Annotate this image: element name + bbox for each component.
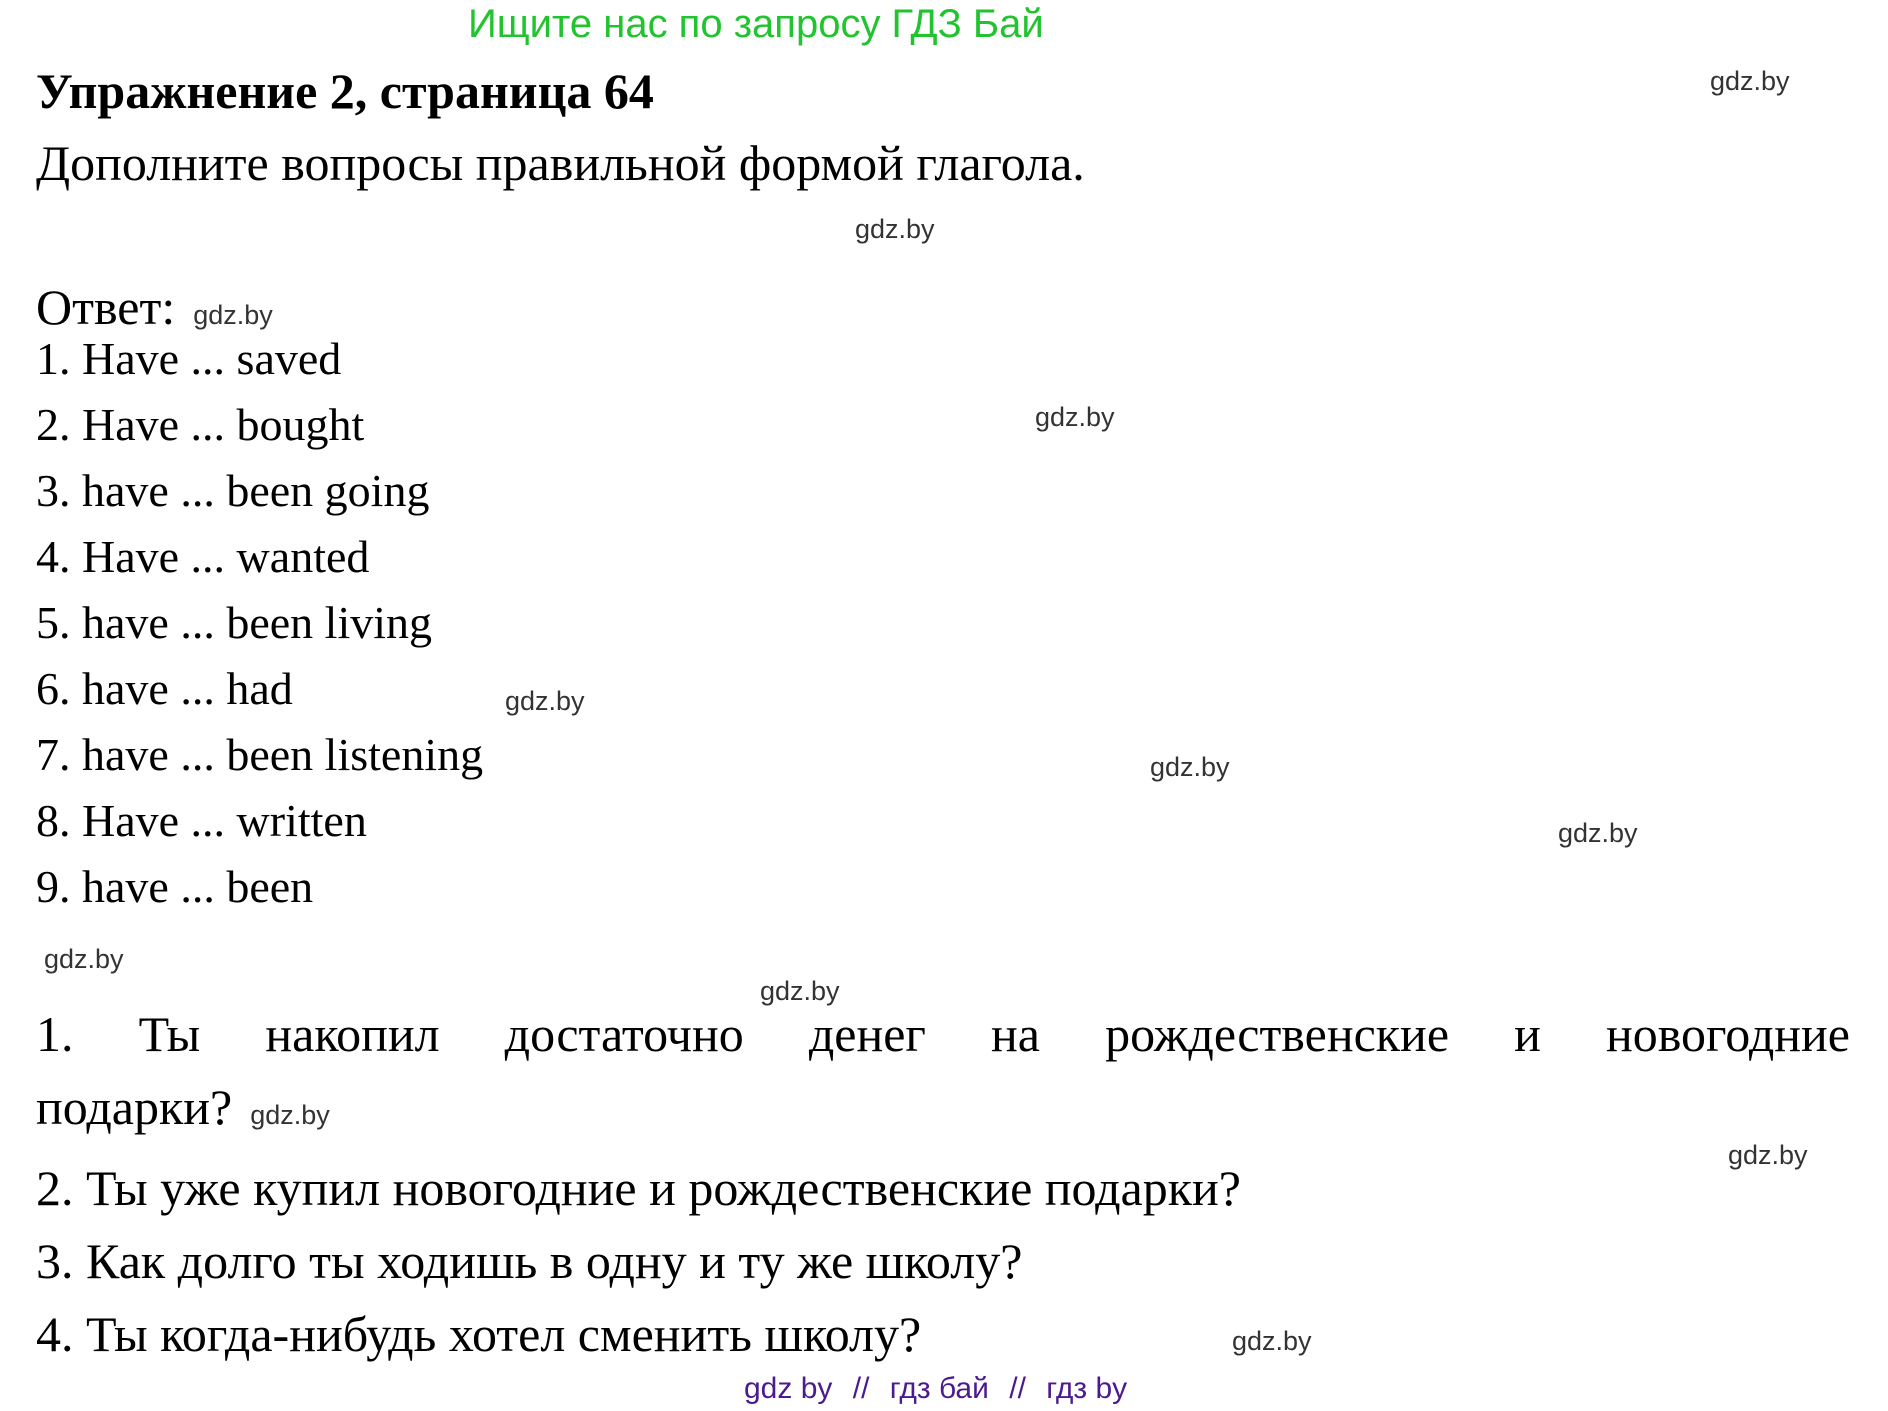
questions-list: 1. Ты накопил достаточно денег на рождес…	[36, 998, 1850, 1371]
answer-item: 7. have ... been listening	[36, 729, 484, 780]
footer-links: gdz by // гдз бай // гдз by	[738, 1372, 1133, 1406]
answer-item: 6. have ... had	[36, 663, 293, 714]
answer-label-row: Ответ: gdz.by	[36, 278, 273, 336]
answer-item: 3. have ... been going	[36, 465, 430, 516]
question-item: 2. Ты уже купил новогодние и рождественс…	[36, 1160, 1241, 1216]
question-item-line: 1. Ты накопил достаточно денег на рождес…	[36, 1006, 1850, 1062]
watermark-gdz: gdz.by	[505, 686, 585, 716]
footer-link-gdz-by-2[interactable]: гдз by	[1046, 1372, 1128, 1405]
answer-item: 2. Have ... bought	[36, 399, 365, 450]
answer-item: 8. Have ... written	[36, 795, 367, 846]
task-text: Дополните вопросы правильной формой глаг…	[36, 135, 1085, 191]
watermark-gdz: gdz.by	[193, 300, 273, 330]
watermark-gdz: gdz.by	[1558, 818, 1638, 848]
promo-banner: Ищите нас по запросу ГДЗ Бай	[468, 2, 1044, 46]
question-item: 3. Как долго ты ходишь в одну и ту же шк…	[36, 1233, 1023, 1289]
answers-list: 1. Have ... saved 2. Have ... bought 3. …	[36, 326, 483, 920]
watermark-gdz: gdz.by	[1035, 402, 1115, 432]
watermark-gdz: gdz.by	[1232, 1326, 1312, 1356]
question-text: подарки?	[36, 1079, 233, 1135]
watermark-gdz: gdz.by	[250, 1100, 330, 1130]
footer-link-gdz-bai[interactable]: гдз бай	[889, 1372, 989, 1405]
watermark-gdz: gdz.by	[44, 944, 124, 974]
watermark-gdz: gdz.by	[1150, 752, 1230, 782]
answer-item: 1. Have ... saved	[36, 333, 342, 384]
answer-label: Ответ:	[36, 279, 176, 335]
footer-separator: //	[852, 1372, 870, 1405]
question-item: 4. Ты когда-нибудь хотел сменить школу?	[36, 1306, 922, 1362]
exercise-title: Упражнение 2, страница 64	[36, 63, 654, 119]
footer-separator: //	[1009, 1372, 1026, 1405]
watermark-gdz: gdz.by	[760, 976, 840, 1006]
watermark-gdz: gdz.by	[855, 214, 935, 244]
answer-item: 5. have ... been living	[36, 597, 433, 648]
answer-item: 9. have ... been	[36, 861, 314, 912]
footer-link-gdz-by[interactable]: gdz by	[744, 1372, 833, 1405]
watermark-gdz: gdz.by	[1728, 1140, 1808, 1170]
question-item-line: подарки? gdz.by	[36, 1071, 1850, 1152]
watermark-gdz: gdz.by	[1710, 66, 1790, 96]
answer-item: 4. Have ... wanted	[36, 531, 370, 582]
